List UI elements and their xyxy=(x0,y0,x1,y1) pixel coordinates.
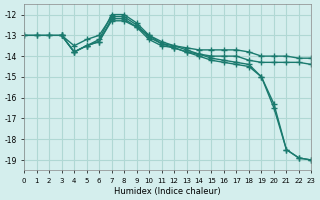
X-axis label: Humidex (Indice chaleur): Humidex (Indice chaleur) xyxy=(115,187,221,196)
